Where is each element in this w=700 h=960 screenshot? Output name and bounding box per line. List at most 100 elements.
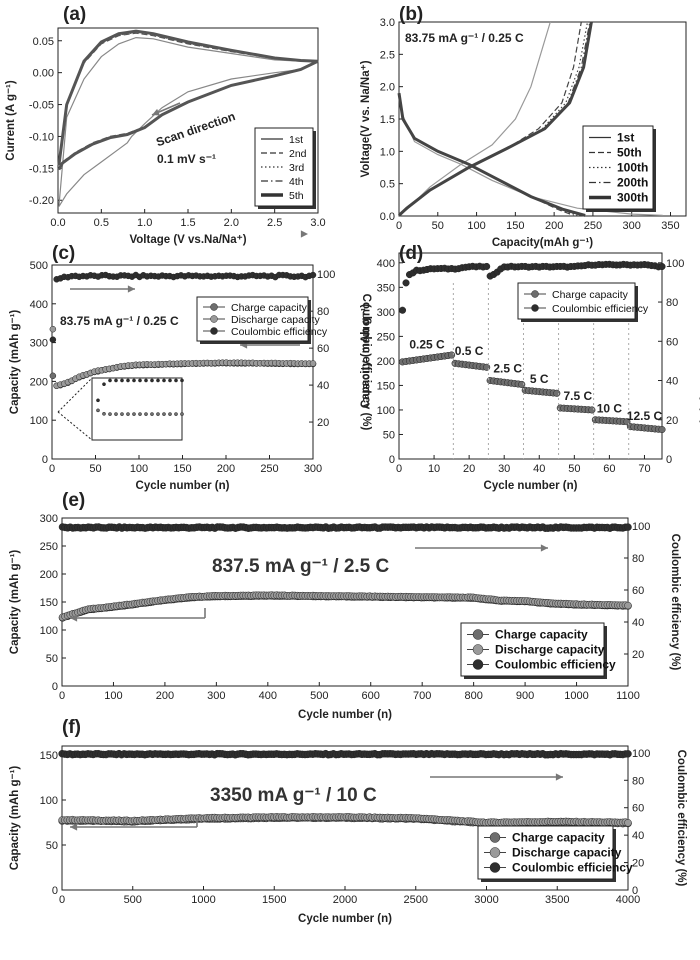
legend-entry: Discharge capacity <box>495 643 605 657</box>
x-tick-label: 70 <box>638 463 650 475</box>
y2-tick-label: 100 <box>666 258 684 270</box>
y2-tick-label: 60 <box>666 336 678 348</box>
inset-point <box>168 412 172 416</box>
y-tick-label: 250 <box>377 331 395 343</box>
y-tick-label: 300 <box>377 307 395 319</box>
data-point <box>518 380 526 388</box>
inset-point <box>150 378 154 383</box>
y-tick-label: 100 <box>30 415 48 427</box>
x-tick-label: 0 <box>49 463 55 475</box>
panel-label: (b) <box>399 4 423 25</box>
y-tick-label: 400 <box>377 258 395 270</box>
legend-entry: 50th <box>617 146 642 160</box>
x-tick-label: 50 <box>568 463 580 475</box>
rate-label: 10 C <box>597 401 623 415</box>
y-tick-label: 50 <box>46 653 58 665</box>
data-point <box>49 325 57 333</box>
y-tick-label: 100 <box>377 405 395 417</box>
panel-label: (c) <box>52 243 75 264</box>
arrow-head <box>70 614 78 622</box>
y-tick-label: 1.0 <box>380 146 395 158</box>
x-tick-label: 250 <box>260 463 278 475</box>
x-tick-label: 1.0 <box>137 217 152 229</box>
rate-label: 2.5 C <box>493 362 522 376</box>
chart-title: 83.75 mA g⁻¹ / 0.25 C <box>405 31 524 45</box>
x-tick-label: 200 <box>545 220 563 232</box>
legend-box <box>254 127 314 207</box>
scan-direction-label: Scan direction <box>154 109 237 149</box>
x-axis-label: Cycle number (n) <box>136 480 230 492</box>
y-tick-label: 3.0 <box>380 17 395 29</box>
y-tick-label: -0.05 <box>29 100 54 112</box>
panel-f: 0 500 1000 1500 2000 2500 3000 3500 400005010015… <box>9 745 687 925</box>
legend-entry: 1st <box>617 131 634 145</box>
x-tick-label: 100 <box>104 690 122 702</box>
legend-swatch-marker <box>489 862 501 873</box>
x-tick-label: 350 <box>661 220 679 232</box>
panel-label: (d) <box>399 243 423 264</box>
y-tick-label: 0.5 <box>380 179 395 191</box>
y-tick-label: 150 <box>40 597 58 609</box>
x-tick-label: 60 <box>603 463 615 475</box>
inset-point <box>96 408 100 413</box>
y-tick-label: 0 <box>52 681 58 693</box>
x-tick-label: 0 <box>59 690 65 702</box>
legend-entry: 5th <box>289 190 304 202</box>
y2-tick-label: 80 <box>317 306 329 318</box>
inset-point <box>162 378 166 383</box>
y2-tick-label: 20 <box>632 649 644 661</box>
x-tick-label: 3.0 <box>310 217 325 229</box>
inset-point <box>150 412 154 416</box>
y2-tick-label: 40 <box>632 830 644 842</box>
y-tick-label: -0.10 <box>29 131 54 143</box>
y2-tick-label: 80 <box>632 553 644 565</box>
legend-entry: 300th <box>617 191 648 205</box>
y2-tick-label: 40 <box>666 376 678 388</box>
y-tick-label: 250 <box>40 541 58 553</box>
data-point <box>309 271 317 279</box>
y-axis-label: Capacity (mAh g⁻¹) <box>9 766 21 871</box>
x-tick-label: 600 <box>362 690 380 702</box>
legend-entry: Charge capacity <box>231 302 308 314</box>
x-tick-label: 800 <box>464 690 482 702</box>
x-tick-label: 300 <box>623 220 641 232</box>
x-tick-label: 40 <box>533 463 545 475</box>
panel-b: 0 50 100 150 200 250 300 350 0.0 0.5 1.0 1.5 2.0 2.5 3… <box>360 17 687 249</box>
legend-swatch-marker <box>210 303 218 311</box>
arrow-head <box>540 544 548 552</box>
panel-label: (f) <box>62 717 81 738</box>
y-tick-label: 350 <box>377 282 395 294</box>
legend-swatch-marker <box>531 290 539 298</box>
y-axis-label: Voltage(V vs. Na/Na⁺) <box>360 60 372 177</box>
y-tick-label: 0 <box>389 454 395 466</box>
y-tick-label: 0 <box>52 885 58 897</box>
y-axis-label: Capacity (mAh g⁻¹) <box>9 550 21 655</box>
panel-e: 0 100 200 300 400 500 600 700 800 900 1000 1100 0 50 1… <box>9 513 681 721</box>
data-point <box>624 750 632 758</box>
inset-connector <box>57 411 93 441</box>
y2-axis-label: Coulombic efficiency (%) <box>675 750 687 887</box>
y-tick-label: 50 <box>46 840 58 852</box>
inset-chart <box>91 377 184 441</box>
scan-rate-label: 0.1 mV s⁻¹ <box>157 152 216 166</box>
x-tick-label: 3500 <box>545 894 569 906</box>
legend-entry: Coulombic efficiency <box>495 658 616 672</box>
data-point <box>588 406 596 414</box>
x-axis-label: Voltage (V vs.Na/Na⁺) <box>129 234 246 246</box>
x-tick-label: 2.0 <box>224 217 239 229</box>
legend-entry: Charge capacity <box>552 289 629 301</box>
x-tick-label: 150 <box>173 463 191 475</box>
profile-discharge-200th <box>398 93 582 216</box>
inset-point <box>138 378 142 383</box>
data-point <box>624 819 632 827</box>
legend-entry: 3rd <box>289 162 304 174</box>
y-tick-label: 50 <box>383 429 395 441</box>
arrow-head <box>300 230 308 238</box>
inset-point <box>138 412 142 416</box>
x-tick-label: 3000 <box>474 894 498 906</box>
legend-swatch-marker <box>489 832 501 843</box>
inset-point <box>102 382 106 387</box>
chart-title: 83.75 mA g⁻¹ / 0.25 C <box>60 314 179 328</box>
x-tick-label: 0 <box>396 463 402 475</box>
rate-label: 0.25 C <box>409 338 445 352</box>
